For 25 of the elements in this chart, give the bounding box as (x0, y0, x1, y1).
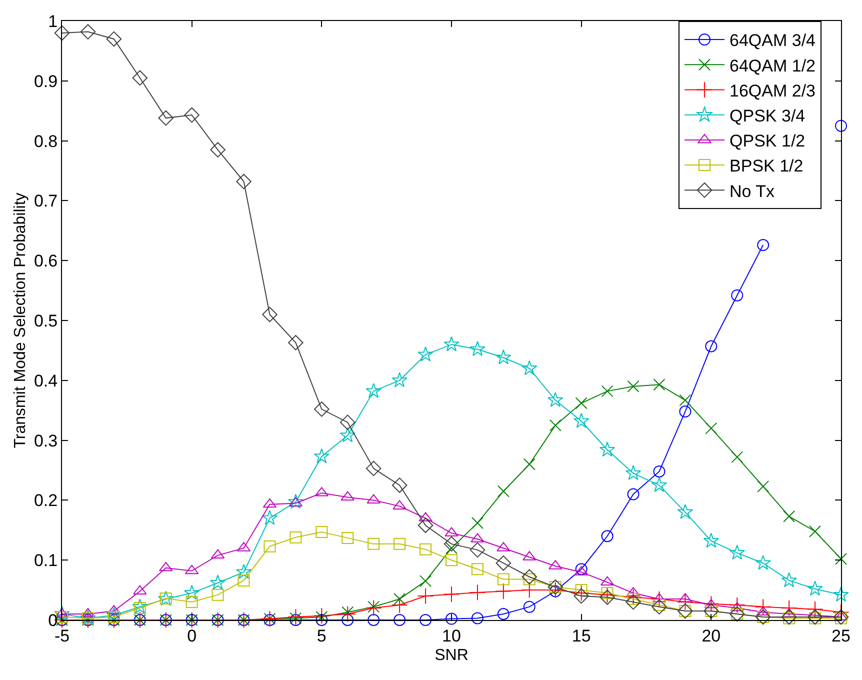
y-tick-label: 0.1 (34, 551, 58, 570)
y-tick-label: 0.4 (34, 371, 58, 390)
x-tick-label: 10 (442, 626, 461, 646)
y-tick-label: 0.2 (34, 491, 58, 510)
legend-label: BPSK 1/2 (730, 156, 804, 176)
x-tick-label: 25 (832, 626, 850, 646)
y-tick-label: 0.6 (34, 252, 58, 271)
y-tick-label: 0.3 (34, 431, 58, 450)
y-axis-title: Transmit Mode Selection Probability (12, 192, 29, 448)
legend-label: 64QAM 1/2 (730, 56, 816, 76)
legend-label: No Tx (730, 182, 776, 201)
x-tick-label: 5 (316, 626, 326, 646)
x-tick-label: 20 (702, 626, 721, 646)
x-tick-label: 15 (572, 626, 591, 646)
y-tick-label: 1 (48, 12, 58, 31)
legend-label: 64QAM 3/4 (730, 31, 816, 50)
x-axis-title: SNR (434, 647, 468, 664)
y-tick-label: 0.5 (34, 311, 58, 330)
y-tick-label: 0.8 (34, 132, 58, 151)
legend-label: 16QAM 2/3 (730, 81, 816, 100)
legend-label: QPSK 3/4 (730, 106, 806, 126)
legend-label: QPSK 1/2 (730, 132, 806, 151)
y-tick-label: 0.9 (34, 72, 58, 91)
x-tick-label: 0 (187, 626, 197, 646)
y-tick-label: 0.7 (34, 192, 58, 211)
